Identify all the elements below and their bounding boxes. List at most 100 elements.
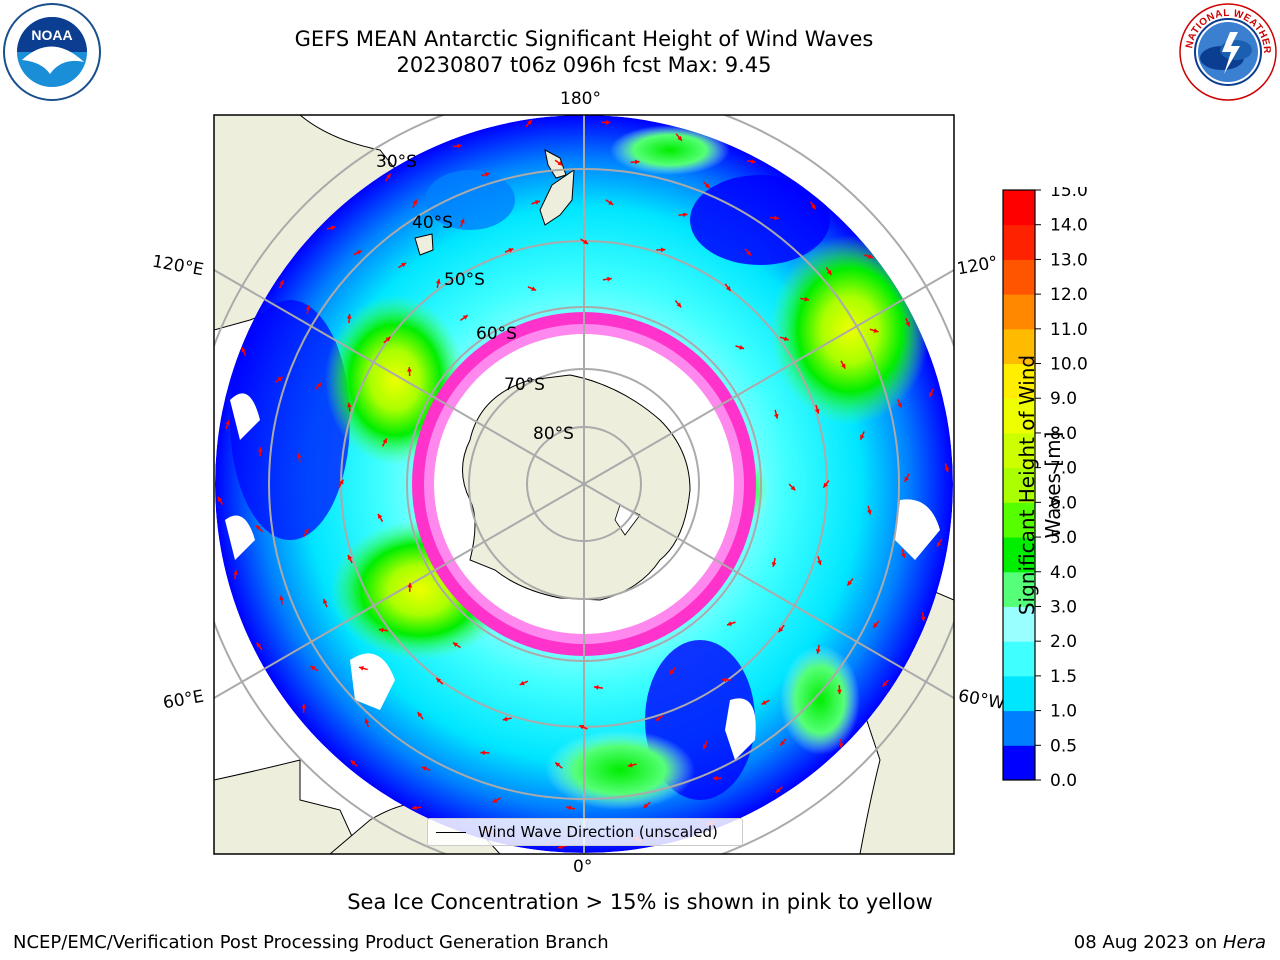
wind-arrow-head xyxy=(929,391,934,397)
wind-arrow-head xyxy=(457,143,462,149)
wind-arrow-head xyxy=(557,160,563,166)
wind-arrow-head xyxy=(904,476,909,482)
wind-arrow-head xyxy=(873,623,878,628)
lon-label-0: 0° xyxy=(573,857,593,877)
legend-label: Wind Wave Direction (unscaled) xyxy=(478,823,718,841)
wind-arrow-head xyxy=(593,685,599,690)
colorbar-tick-label: 13.0 xyxy=(1050,250,1088,270)
wind-arrow-head xyxy=(347,402,352,408)
wind-arrow-head xyxy=(868,254,873,259)
wind-arrow-head xyxy=(241,347,246,353)
colorbar-tick-label: 7.0 xyxy=(1050,459,1077,479)
wind-arrow-head xyxy=(407,367,412,372)
wind-arrow-head xyxy=(401,262,407,268)
colorbar-tick-label: 6.0 xyxy=(1050,493,1077,513)
wind-arrow-head xyxy=(838,743,844,748)
noaa-logo: NOAA xyxy=(3,3,101,101)
wind-arrow-head xyxy=(301,704,307,709)
wind-arrow-head xyxy=(607,276,612,282)
wind-arrow-head xyxy=(421,766,427,771)
wind-arrow-head xyxy=(279,280,284,286)
wind-arrow-head xyxy=(841,363,846,369)
wind-arrow-head xyxy=(417,711,423,717)
wind-arrow-head xyxy=(775,787,781,793)
colorbar-tick-label: 5.0 xyxy=(1050,528,1077,548)
wind-arrow-head xyxy=(255,525,261,531)
colorbar-band xyxy=(1003,641,1035,677)
wind-arrow-head xyxy=(258,447,263,452)
wind-arrow-head xyxy=(867,509,872,515)
wind-arrow-head xyxy=(347,554,353,560)
colorbar-band xyxy=(1003,294,1035,330)
map-legend: Wind Wave Direction (unscaled) xyxy=(427,818,743,846)
wind-arrow-head xyxy=(726,621,732,626)
wind-arrow-head xyxy=(527,119,532,125)
wind-arrow-head xyxy=(882,681,888,687)
wind-arrow-head xyxy=(339,479,344,485)
wind-arrow-head xyxy=(436,678,442,683)
nws-logo: NATIONAL WEATHER SERVICE xyxy=(1178,2,1277,101)
wind-arrow-head xyxy=(739,345,745,350)
wind-arrow-head xyxy=(703,744,708,750)
colorbar-band xyxy=(1003,675,1035,712)
colorbar-band xyxy=(1003,467,1035,503)
wind-arrow-head xyxy=(682,212,688,218)
wind-arrow-head xyxy=(346,314,352,319)
wind-arrow-head xyxy=(323,598,328,604)
wind-arrow-head xyxy=(761,700,767,705)
wind-arrow-head xyxy=(583,239,589,244)
wind-arrow-head xyxy=(826,270,832,275)
wind-arrow-head xyxy=(492,798,498,803)
wind-arrow-head xyxy=(378,627,384,633)
lat-label-80s: 80°S xyxy=(533,424,574,444)
wind-arrow-head xyxy=(364,718,370,724)
colorbar-band xyxy=(1003,224,1035,260)
colorbar-tick-label: 1.5 xyxy=(1050,667,1077,687)
colorbar-tick-label: 14.0 xyxy=(1050,216,1088,236)
wind-arrow-head xyxy=(279,595,284,601)
wind-arrow-head xyxy=(412,805,417,811)
colorbar-tick-label: 9.0 xyxy=(1050,389,1077,409)
wind-arrow-head xyxy=(256,642,262,648)
wind-arrow-head xyxy=(330,225,336,231)
colorbar-tick-label: 1.0 xyxy=(1050,702,1077,722)
wind-arrow-head xyxy=(508,248,514,253)
sea-ice-footnote: Sea Ice Concentration > 15% is shown in … xyxy=(347,890,933,914)
svg-text:NOAA: NOAA xyxy=(31,27,72,43)
wind-arrow-head xyxy=(746,250,752,256)
wind-arrow-head xyxy=(634,159,640,165)
colorbar-tick-label: 4.0 xyxy=(1050,563,1077,583)
wind-arrow-head xyxy=(721,677,727,683)
colorbar-tick-label: 15.0 xyxy=(1050,187,1088,201)
wind-arrow-head xyxy=(643,803,649,808)
wind-arrow-head xyxy=(920,616,926,622)
wind-arrow-head xyxy=(382,438,387,444)
wind-arrow-head xyxy=(310,666,316,671)
colorbar-band xyxy=(1003,328,1035,365)
wind-arrow-head xyxy=(296,453,302,459)
colorbar-band xyxy=(1003,710,1035,746)
chart-subtitle: 20230807 t06z 096h fcst Max: 9.45 xyxy=(396,53,772,77)
wind-arrow-head xyxy=(837,689,842,695)
wind-arrow-head xyxy=(233,570,238,576)
wind-arrow-head xyxy=(407,582,413,588)
lat-label-70s: 70°S xyxy=(504,375,545,395)
wind-arrow-head xyxy=(771,561,777,567)
colorbar-band xyxy=(1003,190,1035,226)
wind-arrow-head xyxy=(774,215,779,221)
wind-arrow-head xyxy=(412,199,417,205)
wind-arrow-head xyxy=(605,120,611,125)
colorbar-band xyxy=(1003,502,1035,538)
wind-arrow-head xyxy=(225,420,230,426)
wind-arrow-head xyxy=(814,408,820,414)
wind-arrow-head xyxy=(677,135,683,141)
wind-arrow-head xyxy=(304,528,309,534)
wind-arrow-head xyxy=(316,382,322,388)
wind-arrow-head xyxy=(535,200,540,205)
wind-arrow-head xyxy=(905,321,910,327)
chart-title: GEFS MEAN Antarctic Significant Height o… xyxy=(294,27,874,51)
lat-label-50s: 50°S xyxy=(444,270,485,290)
colorbar-tick-label: 2.0 xyxy=(1050,632,1077,652)
colorbar-band xyxy=(1003,745,1035,781)
